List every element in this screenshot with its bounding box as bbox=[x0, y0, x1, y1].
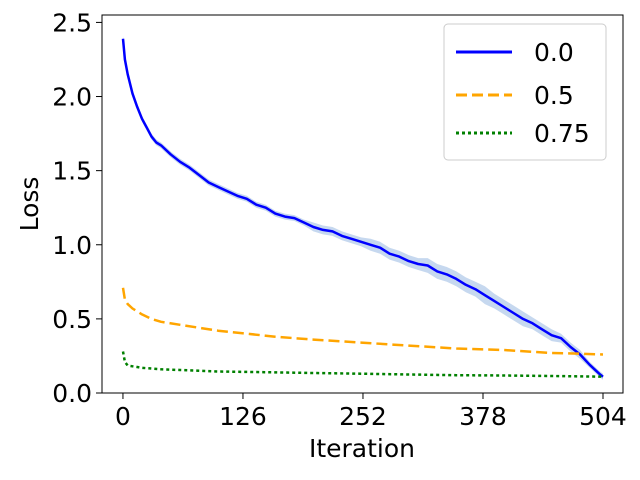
x-tick-label: 252 bbox=[339, 402, 387, 431]
y-tick-label: 0.0 bbox=[52, 379, 92, 408]
y-tick-label: 1.5 bbox=[52, 157, 92, 186]
series-layer bbox=[121, 38, 604, 378]
y-axis-ticks: 0.0 0.5 1.0 1.5 2.0 2.5 bbox=[52, 8, 102, 408]
x-tick-label: 0 bbox=[115, 402, 131, 431]
y-tick-label: 0.5 bbox=[52, 305, 92, 334]
x-axis-ticks: 0 126 252 378 504 bbox=[115, 393, 627, 431]
series-line-0.5 bbox=[121, 287, 604, 356]
x-axis-label: Iteration bbox=[309, 434, 415, 463]
y-tick-label: 2.5 bbox=[52, 8, 92, 37]
y-tick-label: 1.0 bbox=[52, 231, 92, 260]
legend-box bbox=[443, 23, 607, 161]
y-axis-label: Loss bbox=[15, 177, 44, 232]
x-tick-label: 378 bbox=[459, 402, 507, 431]
x-tick-label: 504 bbox=[579, 402, 627, 431]
series-line-0.75 bbox=[121, 351, 604, 378]
plot-area bbox=[101, 14, 624, 394]
legend-label-0.0: 0.0 bbox=[534, 38, 574, 67]
x-tick-label: 126 bbox=[219, 402, 267, 431]
y-tick-label: 2.0 bbox=[52, 83, 92, 112]
legend-label-0.5: 0.5 bbox=[534, 81, 574, 110]
legend-label-0.75: 0.75 bbox=[534, 119, 590, 148]
series-line-0.0 bbox=[121, 38, 604, 378]
legend: 0.0 0.5 0.75 bbox=[443, 23, 607, 161]
